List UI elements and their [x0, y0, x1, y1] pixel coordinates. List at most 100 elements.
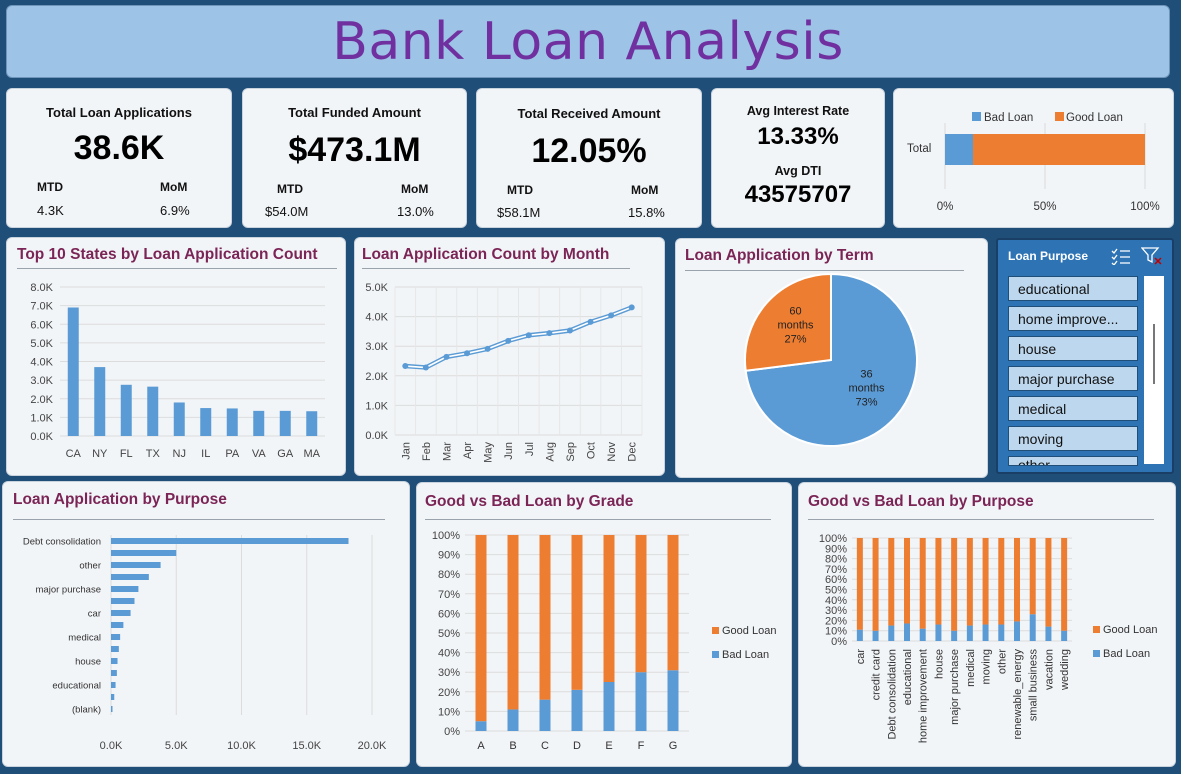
multi-select-icon[interactable]	[1110, 247, 1132, 265]
x-tick-label: Dec	[627, 442, 639, 462]
good-loan-bar	[856, 538, 863, 630]
kpi-value: $473.1M	[288, 131, 421, 169]
kpi-card-received: Total Received Amount 12.05% MTD MoM $58…	[476, 88, 702, 228]
y-tick-label: 40%	[825, 595, 847, 607]
bar	[111, 670, 117, 676]
slicer-item-moving[interactable]: moving	[1008, 426, 1138, 451]
term-pie-chart: 36 months 73% 60 months 27%	[744, 272, 918, 447]
kpi-value: 38.6K	[73, 129, 165, 167]
mtd-value: $58.1M	[497, 205, 541, 220]
bad-loan-bar	[888, 625, 895, 641]
data-point	[566, 327, 573, 334]
mtd-value: 4.3K	[37, 203, 64, 218]
bar	[111, 622, 124, 628]
good-loan-bar	[919, 538, 926, 629]
y-tick-label: Debt consolidation	[23, 537, 101, 548]
good-loan-bar	[998, 538, 1005, 625]
axis-tick-label: 100%	[1130, 201, 1159, 213]
good-bad-total-chart: Bad Loan Good Loan Total 0% 50% 100%	[907, 112, 1160, 213]
x-tick-label: PA	[225, 448, 240, 460]
x-tick-label: CA	[66, 448, 82, 460]
slice-label: 36	[860, 368, 872, 380]
mtd-label: MTD	[507, 183, 533, 197]
good-loan-bar	[539, 535, 551, 700]
good-loan-bar	[635, 535, 647, 673]
slicer-scrollbar[interactable]	[1144, 276, 1164, 464]
slicer-item-educational[interactable]: educational	[1008, 276, 1138, 301]
kpi-label: Total Loan Applications	[46, 105, 192, 120]
bar	[111, 658, 118, 664]
panel-title: Loan Application by Purpose	[13, 491, 227, 508]
bad-loan-bar	[571, 689, 583, 731]
title-underline	[13, 519, 385, 520]
slicer-item-house[interactable]: house	[1008, 336, 1138, 361]
axis-tick-label: 0%	[937, 201, 954, 213]
y-tick-label: 90%	[825, 543, 847, 555]
good-loan-bar	[603, 535, 615, 682]
good-loan-bar	[475, 535, 487, 722]
good-loan-bar	[982, 538, 989, 625]
slicer-item-other[interactable]: other	[1008, 456, 1138, 466]
bar	[306, 411, 318, 436]
mom-value: 15.8%	[628, 205, 665, 220]
mom-value: 6.9%	[160, 203, 190, 218]
slicer-item-medical[interactable]: medical	[1008, 396, 1138, 421]
grade-stacked-chart: 0% 10% 20% 30% 40% 50% 60% 70% 80% 90% 100% A B C D E F G…	[432, 530, 777, 752]
panel-title: Good vs Bad Loan by Purpose	[808, 493, 1034, 510]
bad-loan-bar	[603, 682, 615, 731]
slicer-title: Loan Purpose	[1008, 249, 1089, 263]
bar	[67, 307, 79, 436]
mtd-value: $54.0M	[265, 204, 309, 219]
bad-loan-bar	[935, 624, 942, 641]
x-tick-label: medical	[965, 649, 977, 687]
slicer-item-major-purchase[interactable]: major purchase	[1008, 366, 1138, 391]
x-tick-label: other	[996, 649, 1008, 674]
x-tick-label: Jun	[503, 442, 515, 460]
title-underline	[685, 270, 964, 271]
bad-loan-bar	[919, 628, 926, 641]
term-panel: Loan Application by Term 36 months 73% 60 mo…	[675, 238, 988, 478]
legend-bad-swatch	[972, 112, 981, 121]
bad-loan-bar	[507, 709, 519, 731]
axis-tick-label: 50%	[1033, 201, 1056, 213]
bad-loan-bar	[872, 630, 879, 641]
y-tick-label: other	[79, 561, 101, 572]
y-tick-label: 2.0K	[365, 371, 388, 383]
bar	[111, 682, 116, 688]
legend-bad-swatch	[1093, 650, 1100, 657]
kpi-label: Avg Interest Rate	[746, 104, 850, 118]
x-tick-label: house	[933, 649, 945, 679]
x-tick-label: A	[477, 740, 485, 752]
title-underline	[425, 519, 771, 520]
x-tick-label: educational	[902, 649, 914, 705]
gb-purpose-panel: Good vs Bad Loan by Purpose 0% 10% 20% 30% 4…	[798, 482, 1176, 767]
bad-loan-bar	[1061, 630, 1068, 641]
bar	[111, 562, 161, 568]
data-point	[402, 363, 409, 370]
panel-title: Loan Application Count by Month	[362, 246, 610, 263]
x-tick-label: 15.0K	[292, 740, 321, 752]
clear-filter-icon[interactable]	[1141, 246, 1163, 266]
panel-title: Loan Application by Term	[685, 247, 874, 264]
y-tick-label: 5.0K	[365, 282, 388, 294]
good-loan-bar	[1061, 538, 1068, 631]
legend-bad-swatch	[712, 651, 719, 658]
y-tick-label: 70%	[825, 564, 847, 576]
good-loan-bar	[1014, 538, 1020, 622]
x-tick-label: home improvement	[918, 649, 930, 743]
good-loan-bar	[966, 538, 973, 626]
data-point	[422, 364, 429, 371]
x-tick-label: C	[541, 740, 549, 752]
bar	[111, 694, 115, 700]
y-tick-label: 50%	[438, 628, 460, 640]
bar	[226, 408, 238, 436]
y-tick-label: 100%	[819, 533, 847, 545]
bar	[173, 402, 185, 436]
x-tick-label: 0.0K	[100, 740, 123, 752]
slicer-scroll-thumb[interactable]	[1153, 324, 1155, 384]
slicer-item-home-improvement[interactable]: home improve...	[1008, 306, 1138, 331]
y-tick-label: house	[75, 657, 101, 668]
kpi-value: 12.05%	[531, 132, 647, 170]
title-underline	[362, 268, 630, 269]
panel-title: Good vs Bad Loan by Grade	[425, 493, 634, 510]
